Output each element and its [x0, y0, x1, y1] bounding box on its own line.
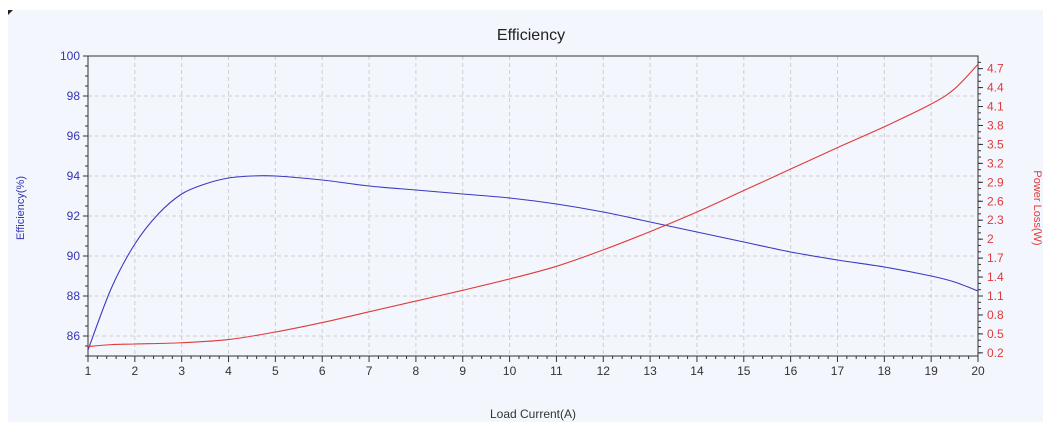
y-right-tick-label: 4.7: [987, 62, 1004, 76]
y-right-tick-label: 3.8: [987, 118, 1004, 132]
y-left-tick-label: 86: [67, 329, 81, 343]
power-loss-line: [87, 63, 979, 348]
x-tick-label: 15: [737, 364, 751, 378]
y-right-tick-label: 0.5: [987, 327, 1004, 341]
y-axis-right: 0.2 0.5 0.8 1.1 1.4 1.7 2 2.3 2.6 2.9 3.2 3.5 3.8 4.1…: [978, 62, 1004, 360]
y-right-tick-label: 2.9: [987, 175, 1004, 189]
x-tick-label: 16: [784, 364, 798, 378]
y-left-tick-label: 94: [67, 169, 81, 183]
x-tick-label: 13: [643, 364, 657, 378]
y-right-tick-label: 1.4: [987, 270, 1004, 284]
y-right-tick-label: 2.3: [987, 213, 1004, 227]
y-right-tick-label: 2.6: [987, 194, 1004, 208]
x-tick-label: 7: [366, 364, 373, 378]
y-right-tick-label: 4.1: [987, 100, 1004, 114]
y-right-tick-label: 3.5: [987, 137, 1004, 151]
y-right-tick-label: 4.4: [987, 81, 1004, 95]
x-tick-label: 2: [131, 364, 138, 378]
plot-area-border: [87, 55, 979, 357]
y-left-tick-label: 92: [67, 209, 81, 223]
x-tick-label: 19: [924, 364, 938, 378]
corner-marker: [8, 10, 13, 15]
efficiency-line: [87, 175, 979, 351]
y-axis-left: 86 88 90 92 94 96 98 100: [60, 49, 88, 357]
y-right-tick-label: 0.8: [987, 308, 1004, 322]
x-tick-label: 11: [550, 364, 563, 378]
chart-title: Efficiency: [497, 27, 565, 44]
x-tick-label: 4: [225, 364, 232, 378]
x-tick-label: 6: [319, 364, 326, 378]
x-tick-label: 9: [459, 364, 466, 378]
y-left-tick-label: 100: [60, 49, 80, 63]
x-axis: 1 2 3 4 5 6 7 8 9 10 11 12 13 14 15 16 17 18 19 20: [85, 356, 985, 378]
x-tick-label: 1: [85, 364, 92, 378]
x-tick-label: 8: [413, 364, 420, 378]
series-group: [87, 63, 979, 351]
x-tick-label: 5: [272, 364, 279, 378]
y-right-tick-label: 3.2: [987, 156, 1004, 170]
y-left-tick-label: 96: [67, 129, 81, 143]
x-tick-label: 20: [971, 364, 985, 378]
y-right-tick-label: 0.2: [987, 346, 1004, 360]
y-axis-left-label: Efficiency(%): [15, 176, 27, 240]
x-tick-label: 17: [831, 364, 845, 378]
x-tick-label: 10: [503, 364, 517, 378]
x-tick-label: 18: [878, 364, 892, 378]
x-tick-label: 14: [690, 364, 704, 378]
x-tick-label: 3: [178, 364, 185, 378]
y-right-tick-label: 2: [987, 232, 994, 246]
y-left-tick-label: 88: [67, 289, 81, 303]
y-left-tick-label: 98: [67, 89, 81, 103]
x-tick-label: 12: [597, 364, 611, 378]
y-right-tick-label: 1.7: [987, 251, 1004, 265]
y-right-tick-label: 1.1: [987, 289, 1004, 303]
x-axis-label: Load Current(A): [490, 407, 576, 421]
y-axis-right-label: Power Loss(W): [1031, 170, 1043, 245]
y-left-tick-label: 90: [67, 249, 81, 263]
grid: [87, 55, 979, 356]
